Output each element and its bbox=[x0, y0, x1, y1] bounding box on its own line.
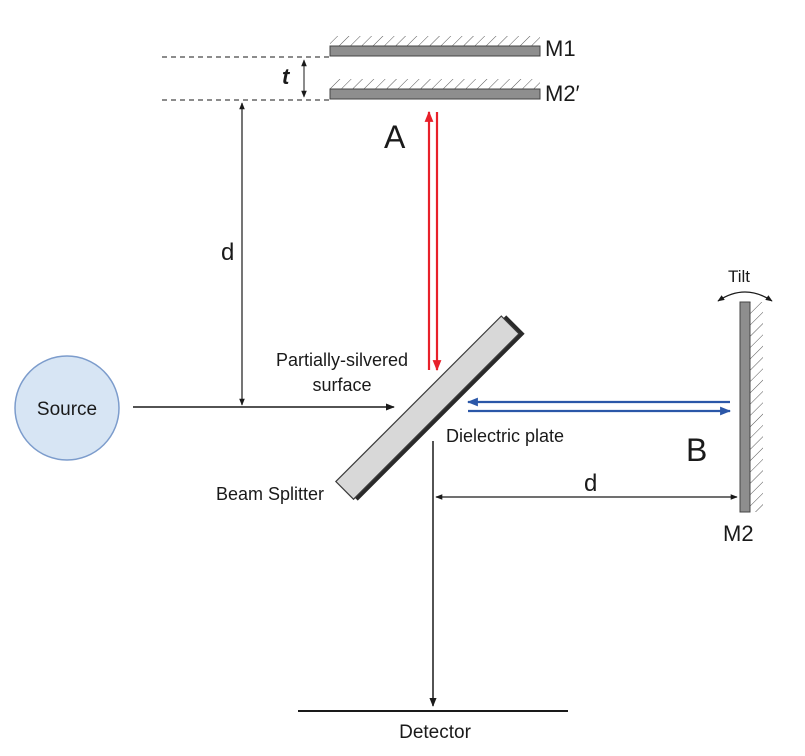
label-m2: M2 bbox=[723, 521, 754, 546]
label-source: Source bbox=[37, 399, 97, 420]
beam-splitter-plate bbox=[334, 315, 525, 501]
source-circle bbox=[14, 355, 120, 461]
label-d-vertical: d bbox=[221, 239, 234, 266]
mirror-m1 bbox=[329, 36, 541, 57]
tilt-arc-arrow bbox=[717, 291, 773, 302]
label-a: A bbox=[384, 119, 406, 155]
label-m2-prime: M2′ bbox=[545, 81, 580, 106]
label-partially-silvered-line1: Partially-silvered bbox=[276, 350, 408, 370]
mirror-m2 bbox=[739, 301, 763, 513]
label-b: B bbox=[686, 432, 707, 468]
label-tilt: Tilt bbox=[728, 267, 750, 286]
label-d-horizontal: d bbox=[584, 470, 597, 497]
label-m1: M1 bbox=[545, 36, 576, 61]
label-dielectric-plate: Dielectric plate bbox=[446, 426, 564, 446]
label-t: t bbox=[282, 64, 291, 89]
label-partially-silvered-line2: surface bbox=[312, 375, 371, 395]
mirror-m2-prime bbox=[329, 79, 541, 100]
label-detector: Detector bbox=[399, 722, 471, 743]
label-beam-splitter: Beam Splitter bbox=[216, 484, 324, 504]
